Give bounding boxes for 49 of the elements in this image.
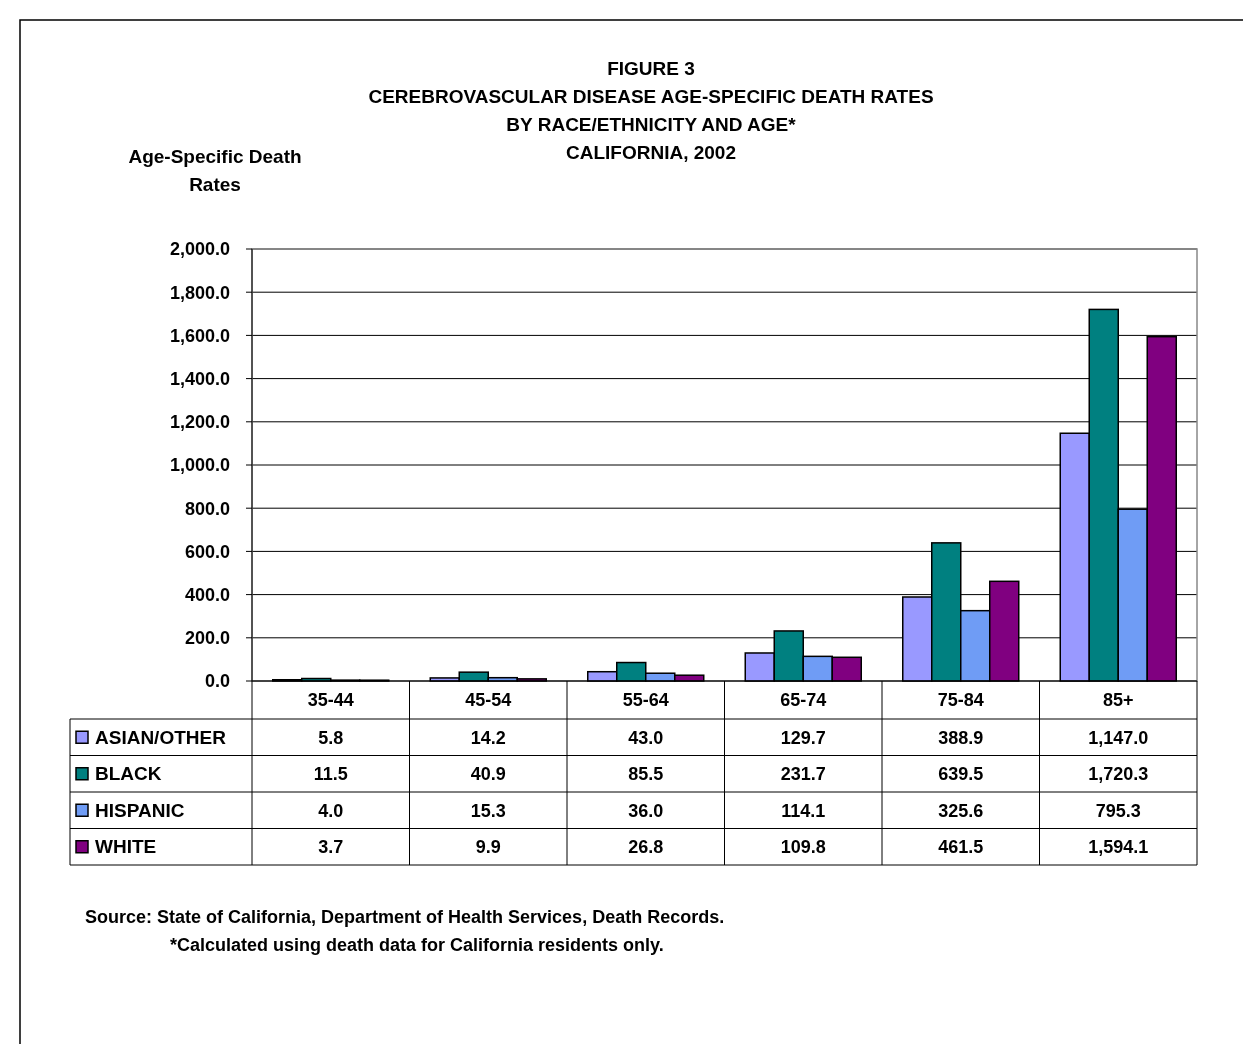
y-tick-label: 600.0 (184, 541, 230, 562)
data-label: 129.7 (780, 727, 826, 748)
data-label: 9.9 (475, 837, 501, 858)
x-tick-label: 35-44 (307, 690, 354, 711)
data-label: 325.6 (938, 800, 984, 821)
data-label: 5.8 (318, 727, 344, 748)
x-tick-label: 85+ (1102, 690, 1134, 711)
source-note: Source: State of California, Department of Health Services, Death Records. (85, 907, 725, 927)
data-label: 26.8 (628, 837, 664, 858)
y-tick-label: 800.0 (184, 498, 230, 519)
data-label: 1,720.3 (1088, 764, 1149, 785)
y-tick-label: 200.0 (184, 628, 230, 649)
y-tick-label: 1,800.0 (169, 282, 230, 303)
data-label: 795.3 (1095, 800, 1141, 821)
data-label: 1,594.1 (1088, 837, 1149, 858)
data-label: 11.5 (313, 764, 348, 785)
x-tick-label: 65-74 (780, 690, 827, 711)
data-label: 3.7 (318, 837, 344, 858)
data-label: 36.0 (628, 800, 664, 821)
chart-title: FIGURE 3 CEREBROVASCULAR DISEASE AGE-SPECIFIC DEATH RATES BY RACE/ETHNICITY AND AGE* CALIFORNIA, 2002 (368, 58, 934, 163)
y-tick-label: 1,400.0 (169, 368, 230, 389)
y-tick-label: 400.0 (184, 584, 230, 605)
data-label: 639.5 (938, 764, 984, 785)
data-label: 1,147.0 (1088, 727, 1149, 748)
legend-label: HISPANIC (95, 799, 185, 821)
y-tick-label: 0.0 (204, 671, 230, 692)
y-tick-label: 1,000.0 (169, 455, 230, 476)
data-label: 114.1 (781, 800, 826, 821)
data-label: 14.2 (470, 727, 506, 748)
data-label: 231.7 (780, 764, 826, 785)
data-label: 15.3 (470, 800, 506, 821)
x-tick-label: 45-54 (465, 690, 512, 711)
y-axis-title: Age-Specific Death Rates (128, 146, 302, 195)
legend-label: ASIAN/OTHER (95, 726, 227, 748)
data-label: 43.0 (628, 727, 664, 748)
data-label: 85.5 (628, 764, 664, 785)
text: *Calculated using death data for California residents only. (170, 935, 664, 955)
data-label: 40.9 (470, 764, 506, 785)
y-tick-label: 2,000.0 (169, 239, 230, 260)
data-label: 461.5 (938, 837, 984, 858)
y-tick-label: 1,600.0 (169, 325, 230, 346)
x-tick-label: 75-84 (937, 690, 984, 711)
legend-label: WHITE (95, 836, 157, 858)
data-label: 109.8 (780, 837, 826, 858)
x-tick-label: 55-64 (622, 690, 669, 711)
data-label: 4.0 (318, 800, 344, 821)
y-tick-label: 1,200.0 (169, 412, 230, 433)
data-label: 388.9 (938, 727, 984, 748)
legend-label: BLACK (95, 763, 162, 785)
